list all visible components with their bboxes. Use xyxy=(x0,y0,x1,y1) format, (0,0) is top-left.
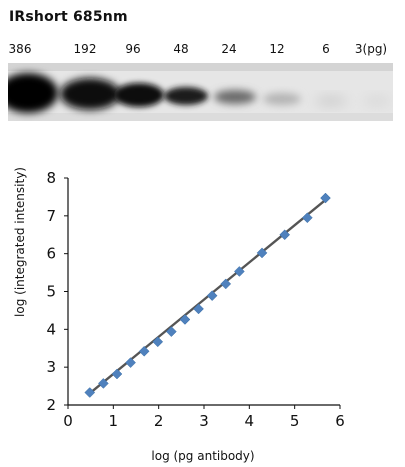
x-tick-label: 3 xyxy=(199,412,209,430)
lane-label: 3(pg) xyxy=(354,42,388,56)
y-tick-label: 8 xyxy=(46,169,56,187)
y-tick-label: 7 xyxy=(46,207,56,225)
lane-label: 96 xyxy=(125,42,141,56)
data-point xyxy=(234,266,245,277)
lane-label: 48 xyxy=(173,42,189,56)
data-point xyxy=(179,314,191,325)
data-point xyxy=(98,378,109,389)
y-tick-label: 3 xyxy=(46,358,56,376)
tick-labels: 0 1 2 3 4 5 6 2 3 4 5 6 7 8 xyxy=(46,169,344,430)
y-tick-label: 4 xyxy=(46,320,56,338)
calibration-chart: 0 1 2 3 4 5 6 2 3 4 5 6 7 8 log (pg antibody) log (in… xyxy=(13,167,345,463)
data-point xyxy=(84,387,96,398)
lane-label: 192 xyxy=(73,42,97,56)
x-axis-label: log (pg antibody) xyxy=(151,449,254,463)
western-blot-image xyxy=(8,63,393,121)
x-tick-label: 1 xyxy=(109,412,119,430)
data-point xyxy=(111,368,123,380)
blot-title: IRshort 685nm xyxy=(9,9,128,25)
x-tick-label: 5 xyxy=(290,412,300,430)
data-points xyxy=(84,192,331,398)
data-point xyxy=(166,326,177,337)
data-point xyxy=(125,357,136,368)
trendline xyxy=(87,198,328,396)
data-point xyxy=(256,247,268,259)
y-tick-label: 5 xyxy=(46,283,56,301)
data-point xyxy=(279,229,291,241)
data-point xyxy=(193,303,204,315)
data-point xyxy=(220,278,232,290)
x-tick-label: 6 xyxy=(335,412,345,430)
data-point xyxy=(206,290,218,302)
trendline-group xyxy=(87,198,328,396)
data-point xyxy=(302,212,313,224)
y-tick-label: 2 xyxy=(46,396,56,414)
y-tick-label: 6 xyxy=(46,245,56,263)
data-point xyxy=(138,345,150,357)
data-point xyxy=(320,192,331,204)
lane-label: 12 xyxy=(269,42,285,56)
chart-axes xyxy=(64,177,341,409)
y-axis-label: log (integrated intensity) xyxy=(13,167,27,317)
data-point xyxy=(152,336,164,348)
x-tick-label: 4 xyxy=(245,412,255,430)
x-tick-label: 2 xyxy=(154,412,164,430)
lane-label: 6 xyxy=(322,42,330,56)
lane-label: 24 xyxy=(221,42,237,56)
lane-label: 386 xyxy=(8,42,32,56)
x-tick-label: 0 xyxy=(63,412,73,430)
